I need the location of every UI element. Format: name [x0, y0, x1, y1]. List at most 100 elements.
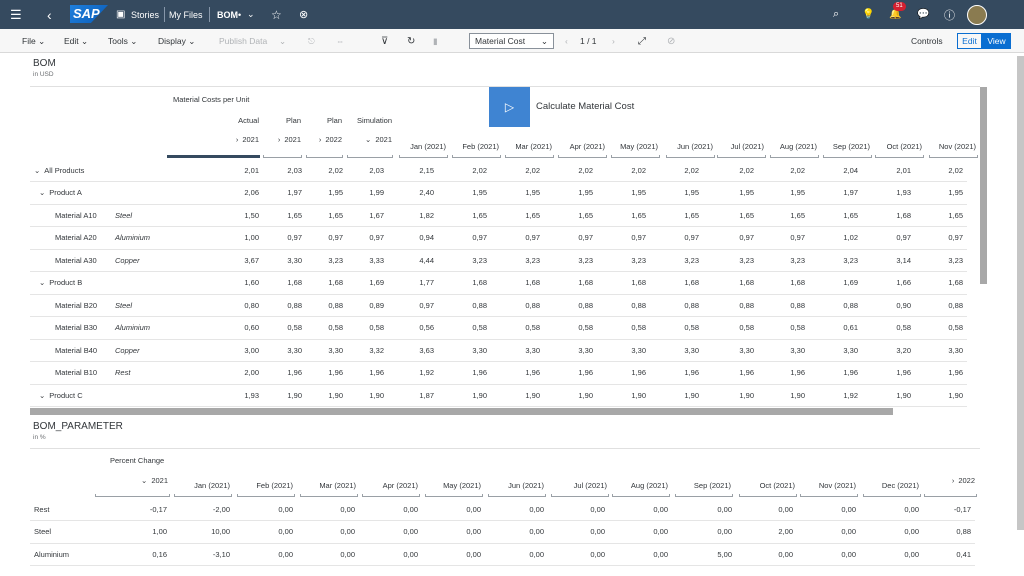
star-icon[interactable]: ☆: [271, 7, 282, 22]
value-cell[interactable]: 3,23: [306, 249, 347, 272]
value-cell[interactable]: 1,65: [491, 204, 544, 227]
value-cell[interactable]: 1,67: [347, 204, 388, 227]
value-cell[interactable]: 0,41: [923, 543, 975, 566]
value-cell[interactable]: -2,00: [171, 498, 234, 521]
value-cell[interactable]: 0,58: [347, 316, 388, 340]
value-cell[interactable]: 4,44: [388, 249, 438, 272]
value-cell[interactable]: 1,99: [347, 181, 388, 205]
value-cell[interactable]: 3,30: [650, 339, 703, 362]
value-cell[interactable]: 0,97: [306, 226, 347, 250]
value-cell[interactable]: 1,68: [862, 204, 915, 227]
next-year-header[interactable]: › 2022: [925, 476, 975, 485]
value-cell[interactable]: 0,58: [862, 316, 915, 340]
value-cell[interactable]: 1,65: [809, 204, 862, 227]
value-cell[interactable]: 0,00: [485, 520, 548, 544]
value-cell[interactable]: 1,96: [544, 361, 597, 385]
value-cell[interactable]: 0,88: [597, 294, 650, 317]
value-cell[interactable]: 1,65: [703, 204, 758, 227]
value-cell[interactable]: 1,82: [388, 204, 438, 227]
row-label[interactable]: Material B10: [30, 361, 112, 385]
value-cell[interactable]: 1,96: [597, 361, 650, 385]
value-cell[interactable]: 1,96: [809, 361, 862, 385]
row-label[interactable]: ⌄ All Products: [30, 159, 112, 182]
value-cell[interactable]: 1,95: [491, 181, 544, 205]
value-cell[interactable]: 1,68: [758, 271, 809, 295]
value-cell[interactable]: 1,93: [167, 384, 263, 407]
value-cell[interactable]: -3,10: [171, 543, 234, 566]
value-cell[interactable]: 2,06: [167, 181, 263, 205]
value-cell[interactable]: 2,02: [758, 159, 809, 182]
value-cell[interactable]: 0,97: [758, 226, 809, 250]
value-cell[interactable]: 1,65: [597, 204, 650, 227]
value-cell[interactable]: 0,00: [234, 498, 297, 521]
value-cell[interactable]: 2,01: [167, 159, 263, 182]
value-cell[interactable]: 3,33: [347, 249, 388, 272]
value-cell[interactable]: 0,00: [672, 498, 736, 521]
value-cell[interactable]: 0,58: [263, 316, 306, 340]
value-cell[interactable]: 1,65: [915, 204, 967, 227]
value-cell[interactable]: 1,00: [167, 226, 263, 250]
value-cell[interactable]: 0,00: [860, 498, 923, 521]
value-cell[interactable]: 3,67: [167, 249, 263, 272]
chevron-down-icon[interactable]: ⌄: [39, 278, 46, 288]
value-cell[interactable]: 0,00: [797, 520, 860, 544]
value-cell[interactable]: 0,97: [263, 226, 306, 250]
value-cell[interactable]: 0,58: [597, 316, 650, 340]
value-cell[interactable]: 0,97: [915, 226, 967, 250]
display-menu[interactable]: Display ⌄: [158, 35, 196, 47]
value-cell[interactable]: 1,96: [438, 361, 491, 385]
value-cell[interactable]: 0,58: [758, 316, 809, 340]
row-label[interactable]: ⌄ Product C: [30, 384, 112, 407]
file-menu[interactable]: File ⌄: [22, 35, 46, 47]
value-cell[interactable]: 1,90: [438, 384, 491, 407]
year-header[interactable]: › 2022: [306, 135, 342, 144]
value-cell[interactable]: 0,00: [609, 498, 672, 521]
value-cell[interactable]: -0,17: [923, 498, 975, 521]
value-cell[interactable]: 5,00: [672, 543, 736, 566]
value-cell[interactable]: 0,00: [234, 543, 297, 566]
value-cell[interactable]: 3,20: [862, 339, 915, 362]
value-cell[interactable]: 2,04: [809, 159, 862, 182]
value-cell[interactable]: 1,95: [597, 181, 650, 205]
value-cell[interactable]: 1,60: [167, 271, 263, 295]
value-cell[interactable]: 1,92: [809, 384, 862, 407]
row-label[interactable]: Material B20: [30, 294, 112, 317]
value-cell[interactable]: 2,02: [597, 159, 650, 182]
value-cell[interactable]: 3,14: [862, 249, 915, 272]
value-cell[interactable]: 0,94: [388, 226, 438, 250]
value-cell[interactable]: 0,88: [438, 294, 491, 317]
value-cell[interactable]: 3,23: [809, 249, 862, 272]
value-cell[interactable]: 3,23: [758, 249, 809, 272]
controls-button[interactable]: Controls: [911, 36, 943, 46]
value-cell[interactable]: 3,23: [650, 249, 703, 272]
value-cell[interactable]: 1,68: [650, 271, 703, 295]
value-cell[interactable]: 0,00: [548, 520, 609, 544]
value-cell[interactable]: 3,23: [438, 249, 491, 272]
swap-icon[interactable]: ⇔: [336, 36, 345, 46]
chevron-down-icon[interactable]: ⌄: [39, 390, 46, 400]
value-cell[interactable]: 3,32: [347, 339, 388, 362]
value-cell[interactable]: 0,88: [758, 294, 809, 317]
row-label[interactable]: ⌄ Product A: [30, 181, 112, 205]
value-cell[interactable]: 3,63: [388, 339, 438, 362]
value-cell[interactable]: 1,68: [597, 271, 650, 295]
value-cell[interactable]: 0,00: [422, 520, 485, 544]
value-cell[interactable]: 2,02: [306, 159, 347, 182]
value-cell[interactable]: 0,88: [650, 294, 703, 317]
myfiles-link[interactable]: My Files: [169, 9, 203, 20]
value-cell[interactable]: 1,95: [915, 181, 967, 205]
value-cell[interactable]: 0,58: [306, 316, 347, 340]
row-label[interactable]: Material B30: [30, 316, 112, 340]
value-cell[interactable]: 1,90: [544, 384, 597, 407]
value-cell[interactable]: 1,68: [263, 271, 306, 295]
value-cell[interactable]: 0,00: [234, 520, 297, 544]
value-cell[interactable]: 3,30: [263, 249, 306, 272]
chat-icon[interactable]: 💬: [917, 9, 930, 20]
value-cell[interactable]: 3,30: [703, 339, 758, 362]
row-label[interactable]: Material A20: [30, 226, 112, 250]
value-cell[interactable]: 1,65: [650, 204, 703, 227]
value-cell[interactable]: 1,68: [491, 271, 544, 295]
value-cell[interactable]: 0,97: [544, 226, 597, 250]
value-cell[interactable]: 1,90: [263, 384, 306, 407]
value-cell[interactable]: 1,65: [758, 204, 809, 227]
